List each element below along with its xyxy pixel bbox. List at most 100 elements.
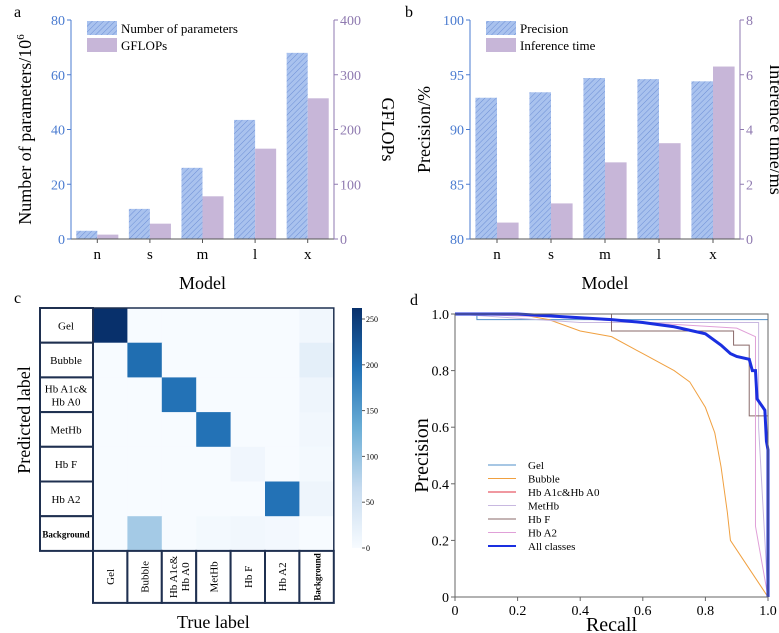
- right-tick-label: 200: [340, 124, 361, 139]
- legend-swatch-secondary: [87, 38, 117, 52]
- row-label-box: [39, 411, 94, 448]
- legend-label: Hb A2: [528, 528, 557, 540]
- left-tick-label: 95: [450, 69, 464, 84]
- heatmap-cell: [299, 516, 335, 552]
- left-tick-label: 60: [51, 69, 65, 84]
- heatmap-cell: [161, 308, 197, 344]
- x-tick-label: 0.8: [697, 604, 715, 619]
- bar-s-primary: [128, 208, 150, 239]
- x-tick-label: x: [304, 247, 312, 263]
- bar-l-secondary: [659, 143, 681, 239]
- heatmap-cell: [127, 377, 163, 413]
- y-tick-label: 0.4: [432, 478, 450, 493]
- pr-curve-bubble: [455, 313, 769, 598]
- heatmap-cell: [127, 516, 163, 552]
- heatmap-cell: [265, 516, 300, 552]
- row-label: Hb A1c&: [45, 383, 88, 395]
- heatmap-cell: [196, 412, 232, 448]
- row-label-box: [39, 376, 94, 414]
- x-axis-title: Model: [582, 273, 629, 293]
- col-label: Hb A0: [180, 562, 192, 592]
- colorbar-tick-label: 200: [366, 361, 378, 370]
- heatmap-cell: [196, 516, 232, 552]
- x-axis-title: Recall: [586, 614, 638, 633]
- bar-n-secondary: [97, 234, 119, 239]
- x-tick-label: 0: [452, 604, 459, 619]
- row-label: Hb A2: [51, 494, 80, 506]
- bar-m-primary: [583, 78, 605, 239]
- bar-n-primary: [76, 230, 98, 239]
- right-tick-label: 6: [746, 69, 753, 84]
- right-tick-label: 100: [340, 178, 361, 193]
- heatmap-cell: [161, 342, 197, 378]
- legend-label: GFLOPs: [121, 38, 167, 53]
- chart-b: n s m l x 80 85 90 95 100 0 2 4 6 8 Model Precision/% Inf…: [414, 14, 779, 293]
- panel-label-a: a: [14, 4, 21, 21]
- heatmap-cell: [196, 342, 232, 378]
- x-axis-title: True label: [177, 612, 250, 632]
- heatmap-cell: [161, 377, 197, 413]
- heatmap-cell: [265, 481, 300, 517]
- bar-x-secondary: [307, 98, 329, 239]
- legend-label: Precision: [520, 21, 569, 36]
- colorbar: [352, 308, 362, 548]
- left-tick-label: 80: [450, 233, 464, 248]
- pr-curve-methb: [454, 313, 769, 598]
- heatmap-cell: [161, 412, 197, 448]
- pr-curve-gel: [455, 313, 769, 597]
- row-label: Background: [42, 530, 89, 540]
- heatmap-cell: [299, 377, 335, 413]
- heatmap-cell: [230, 377, 266, 413]
- heatmap-cell: [299, 446, 335, 482]
- x-tick-label: l: [253, 247, 257, 263]
- row-label: Hb A0: [51, 396, 81, 408]
- heatmap-cell: [230, 308, 266, 344]
- legend-label: Hb A1c&Hb A0: [528, 487, 600, 499]
- heatmap-cell: [265, 342, 300, 378]
- x-tick-label: 0.6: [634, 604, 652, 619]
- heatmap-cell: [299, 342, 335, 378]
- heatmap-cell: [93, 481, 128, 517]
- row-label: Gel: [58, 320, 74, 332]
- y-tick-label: 0.6: [432, 421, 450, 436]
- heatmap-cell: [127, 342, 163, 378]
- x-tick-label: 0.4: [571, 604, 589, 619]
- x-tick-label: n: [94, 247, 102, 263]
- heatmap-cell: [299, 412, 335, 448]
- heatmap-cell: [265, 308, 300, 344]
- y-tick-label: 0: [442, 591, 449, 606]
- col-label: Hb A1c&: [168, 555, 180, 598]
- bar-n-secondary: [497, 222, 519, 239]
- bar-x-primary: [286, 52, 308, 239]
- x-tick-label: l: [657, 247, 661, 263]
- y-axis-title: Precision/%: [414, 86, 434, 173]
- colorbar-tick-label: 100: [366, 452, 378, 461]
- x-tick-label: s: [548, 247, 554, 263]
- row-label-box: [39, 445, 94, 483]
- legend-label: Gel: [528, 460, 544, 472]
- right-tick-label: 4: [746, 124, 753, 139]
- panel-label-d: d: [410, 292, 418, 309]
- colorbar-tick-label: 250: [366, 315, 378, 324]
- left-tick-label: 0: [58, 233, 65, 248]
- legend-label: Bubble: [528, 474, 560, 486]
- legend-swatch-primary: [87, 21, 117, 35]
- y-axis-title: Number of parameters/106: [15, 34, 35, 225]
- bar-x-primary: [691, 81, 713, 239]
- col-label: Bubble: [140, 561, 152, 593]
- y-axis-title: Precision: [411, 418, 433, 492]
- pr-curve-hb-a1c-hb-a0: [455, 313, 769, 597]
- panel-label-c: c: [14, 290, 21, 307]
- row-label-box: [39, 307, 94, 344]
- left-tick-label: 90: [450, 124, 464, 139]
- bar-l-secondary: [255, 148, 277, 239]
- heatmap-cell: [93, 342, 128, 378]
- heatmap-cell: [93, 412, 128, 448]
- y2-axis-title: Inference time/ms: [766, 64, 779, 194]
- heatmap-cell: [127, 446, 163, 482]
- heatmap-cell: [265, 377, 300, 413]
- y-tick-label: 0.2: [432, 534, 450, 549]
- x-tick-label: x: [709, 247, 717, 263]
- colorbar-tick-label: 0: [366, 544, 370, 553]
